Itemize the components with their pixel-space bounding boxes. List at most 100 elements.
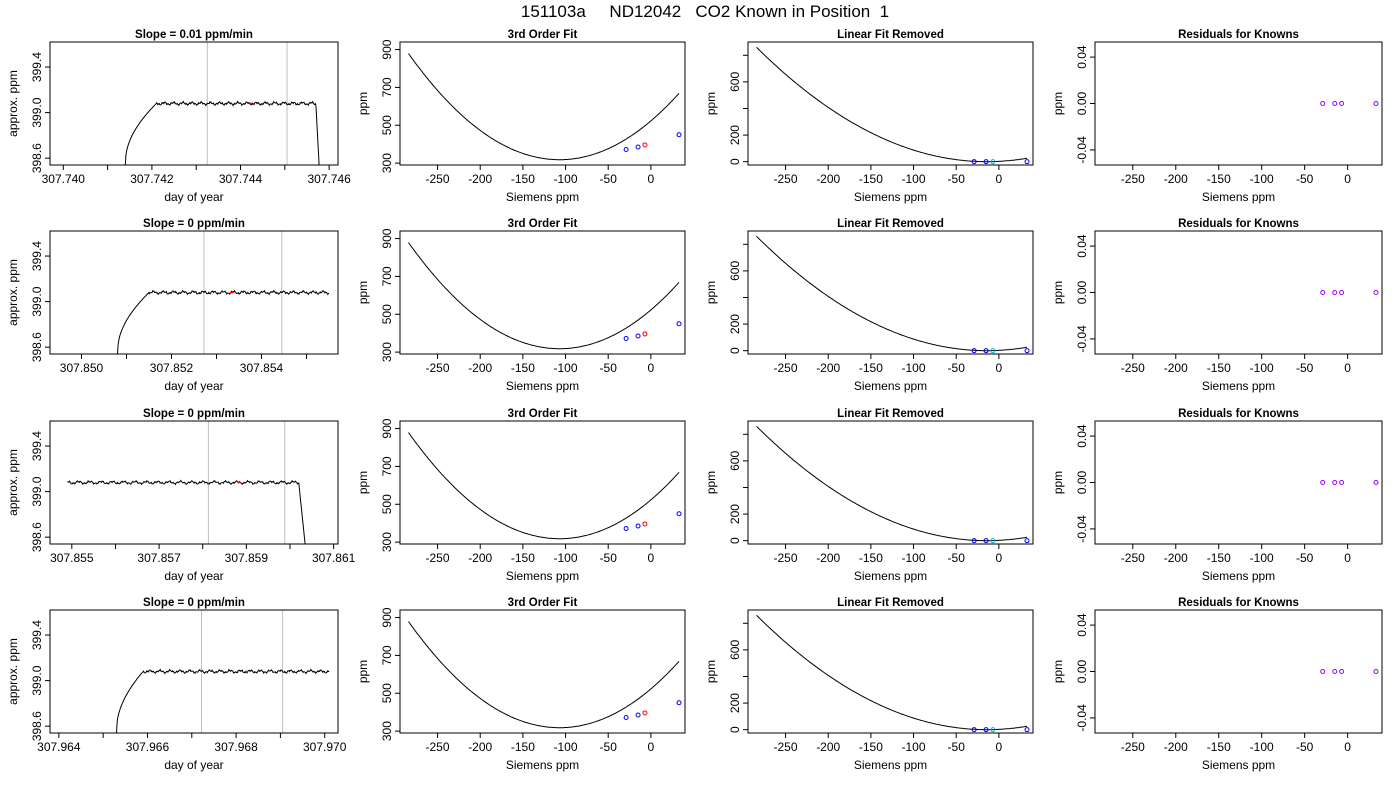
x-tick-label: -50 — [948, 172, 966, 186]
x-tick-label: -200 — [816, 551, 840, 565]
data-point — [1320, 101, 1326, 106]
x-tick-label: -50 — [600, 361, 618, 375]
x-tick-label: -150 — [1207, 740, 1231, 754]
data-point — [1339, 290, 1345, 295]
y-tick-label: 300 — [380, 532, 394, 552]
data-point — [676, 132, 682, 138]
x-tick-label: -250 — [774, 551, 798, 565]
plot-area — [408, 242, 680, 350]
y-tick-label: 600 — [728, 261, 742, 281]
x-axis-label: day of year — [164, 379, 223, 393]
x-tick-label: -150 — [1207, 172, 1231, 186]
x-tick-label: -250 — [426, 172, 450, 186]
data-point — [983, 159, 989, 165]
plot-frame — [399, 230, 686, 355]
x-tick-label: -50 — [600, 740, 618, 754]
x-axis-label: Siemens ppm — [1202, 758, 1275, 772]
y-axis-label: ppm — [356, 660, 370, 683]
plot-frame — [1094, 230, 1383, 355]
y-tick-label: 500 — [380, 494, 394, 514]
panel-row4-timeseries: Slope = 0 ppm/min 307.964 307.966 307.968 30… — [6, 597, 347, 772]
x-tick-label: -100 — [902, 551, 926, 565]
y-axis-label: ppm — [356, 92, 370, 115]
x-tick-label: -200 — [468, 551, 492, 565]
data-point — [990, 727, 996, 733]
plot-area — [117, 289, 329, 354]
panel-title: Linear Fit Removed — [837, 29, 944, 41]
x-tick-label: 0 — [996, 740, 1003, 754]
panel-grid: Slope = 0.01 ppm/min 307.740 307.742 307.74… — [6, 29, 1383, 772]
data-point — [983, 538, 989, 544]
y-tick-label: 0.00 — [1075, 659, 1089, 683]
x-tick-label: 0 — [648, 361, 655, 375]
panel-title: Slope = 0 ppm/min — [143, 218, 245, 230]
x-tick-label: -200 — [468, 740, 492, 754]
y-tick-label: 600 — [728, 451, 742, 471]
y-tick-label: 200 — [728, 125, 742, 145]
panel-row2-linear-removed: Linear Fit Removed -250 -200 -150 -100 -50 0 0 2… — [704, 218, 1034, 393]
x-tick-label: -200 — [816, 361, 840, 375]
y-tick-label: 300 — [380, 342, 394, 362]
x-tick-label: -150 — [511, 172, 535, 186]
y-tick-label: 399.4 — [30, 52, 44, 82]
y-tick-label: 500 — [380, 304, 394, 324]
page-title: 151103a ND12042 CO2 Known in Position 1 — [521, 2, 889, 21]
x-axis-label: Siemens ppm — [1202, 569, 1275, 583]
data-point — [635, 523, 641, 529]
x-tick-label: 0 — [648, 172, 655, 186]
x-tick-label: -200 — [1164, 172, 1188, 186]
x-tick-label: -250 — [1121, 740, 1145, 754]
panel-title: Slope = 0 ppm/min — [143, 408, 245, 420]
x-tick-label: 307.854 — [240, 361, 284, 375]
co2-trace — [116, 668, 330, 733]
x-tick-label: 0 — [1344, 172, 1351, 186]
x-tick-label: -250 — [774, 361, 798, 375]
plot-frame — [747, 230, 1034, 355]
panel-row1-fit: 3rd Order Fit -250 -200 -150 -100 -50 0 300 500 7… — [356, 29, 686, 204]
y-axis-label: ppm — [704, 92, 718, 115]
x-tick-label: 0 — [996, 172, 1003, 186]
co2-trace — [67, 479, 306, 544]
plot-frame — [747, 41, 1034, 166]
x-tick-label: -200 — [1164, 740, 1188, 754]
data-point — [971, 538, 977, 544]
y-tick-label: 0.04 — [1075, 424, 1089, 448]
panel-title: Residuals for Knowns — [1178, 408, 1299, 420]
panel-row1-linear-removed: Linear Fit Removed -250 -200 -150 -100 -50 0 0 2… — [704, 29, 1034, 204]
x-tick-label: -50 — [948, 740, 966, 754]
y-tick-label: 700 — [380, 456, 394, 476]
data-point — [1024, 159, 1030, 165]
data-point — [1320, 290, 1326, 295]
y-tick-label: 200 — [728, 504, 742, 524]
x-tick-label: -50 — [948, 551, 966, 565]
x-tick-label: 307.970 — [303, 740, 347, 754]
plot-area — [408, 53, 680, 161]
x-tick-label: 0 — [996, 551, 1003, 565]
data-point — [1024, 727, 1030, 733]
data-point — [642, 142, 648, 148]
x-tick-label: -50 — [948, 361, 966, 375]
fit-curve — [756, 46, 1028, 163]
y-axis-label: approx. ppm — [6, 70, 20, 137]
y-tick-label: 900 — [380, 39, 394, 59]
plot-frame — [399, 420, 686, 545]
panel-title: Residuals for Knowns — [1178, 597, 1299, 609]
y-tick-label: 0.00 — [1075, 280, 1089, 304]
x-tick-label: -250 — [426, 361, 450, 375]
panel-row1-residuals: Residuals for Knowns -250 -200 -150 -100 -50 0… — [1051, 29, 1383, 204]
x-tick-label: -200 — [1164, 551, 1188, 565]
x-axis-label: day of year — [164, 190, 223, 204]
y-tick-label: 600 — [728, 72, 742, 92]
y-tick-label: 500 — [380, 115, 394, 135]
y-tick-label: -0.04 — [1075, 704, 1089, 732]
x-tick-label: -250 — [774, 172, 798, 186]
x-tick-label: -200 — [816, 740, 840, 754]
data-point — [635, 712, 641, 718]
plot-frame — [49, 230, 339, 355]
panel-title: 3rd Order Fit — [508, 218, 578, 230]
x-axis-label: Siemens ppm — [1202, 379, 1275, 393]
panel-title: Slope = 0 ppm/min — [143, 597, 245, 609]
y-tick-label: 399.4 — [30, 620, 44, 650]
x-tick-label: -100 — [1250, 361, 1274, 375]
panel-title: 3rd Order Fit — [508, 408, 578, 420]
